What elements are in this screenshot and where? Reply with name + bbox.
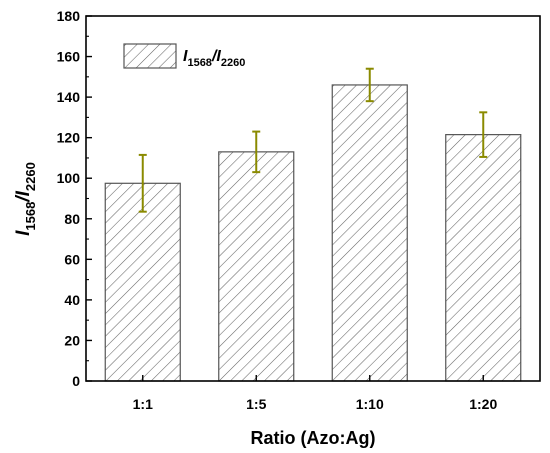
error-bar-1:1 (138, 153, 147, 213)
y-tick-label: 40 (64, 292, 80, 308)
bars-group (104, 84, 522, 382)
bar-1:5 (218, 151, 295, 382)
x-axis: 1:1 1:5 1:10 1:20 (133, 375, 497, 412)
legend-swatch (123, 43, 177, 69)
x-axis-title: Ratio (Azo:Ag) (251, 428, 376, 448)
bar-1:20 (445, 134, 522, 382)
y-tick-label: 180 (57, 8, 81, 24)
y-tick-label: 0 (72, 373, 80, 389)
x-tick-label: 1:10 (356, 396, 384, 412)
error-bars-group (138, 67, 488, 213)
error-bar-1:10 (365, 67, 374, 103)
x-tick-label: 1:5 (246, 396, 266, 412)
legend: I1568/I2260 (123, 43, 245, 69)
y-tick-label: 120 (57, 130, 81, 146)
y-tick-label: 20 (64, 332, 80, 348)
bar-1:10 (331, 84, 408, 382)
y-tick-label: 60 (64, 251, 80, 267)
y-tick-label: 80 (64, 211, 80, 227)
error-bar-1:5 (252, 130, 261, 174)
error-bar-1:20 (479, 111, 488, 158)
x-tick-label: 1:1 (133, 396, 153, 412)
legend-label: I1568/I2260 (183, 48, 245, 69)
y-tick-label: 160 (57, 49, 81, 65)
y-axis: 0 20 40 60 80 100 120 140 160 180 (57, 8, 92, 389)
y-tick-label: 140 (57, 89, 81, 105)
y-axis-title: I1568/I2260 (13, 162, 38, 236)
bar-1:1 (104, 182, 181, 382)
y-tick-label: 100 (57, 170, 81, 186)
x-tick-label: 1:20 (469, 396, 497, 412)
